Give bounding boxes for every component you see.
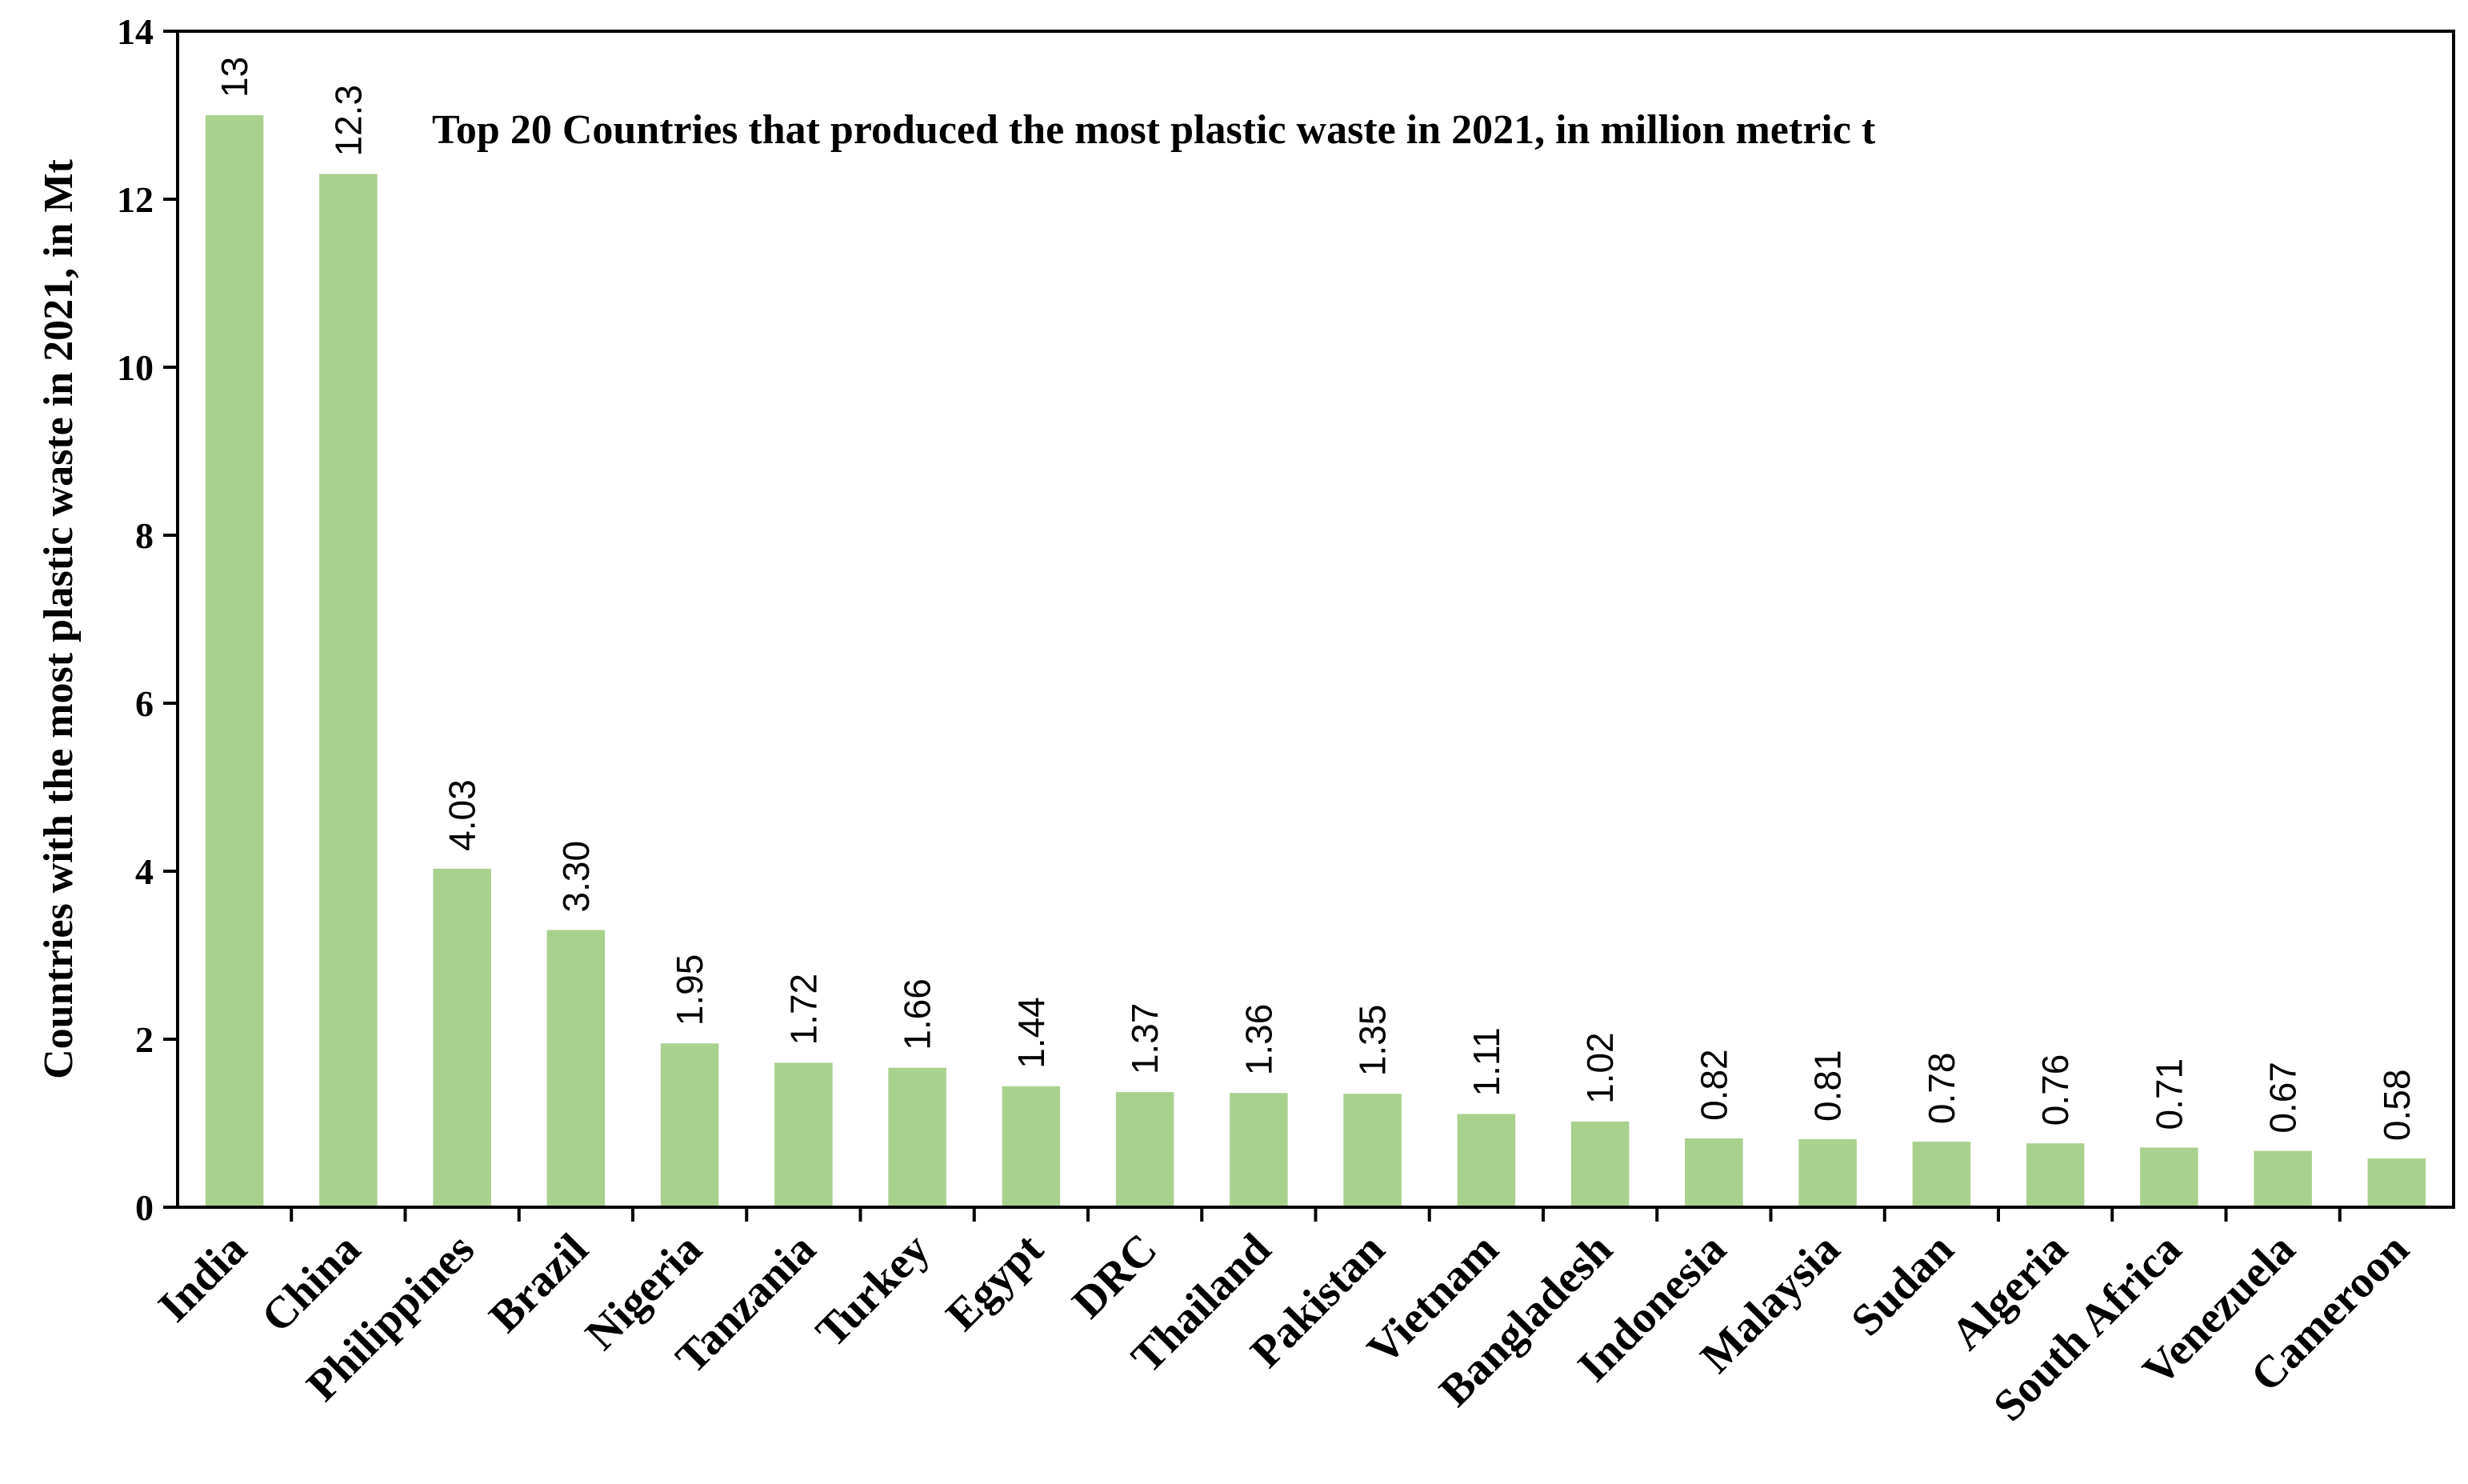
y-axis: 0 2 4 6 8 10 12 14 — [117, 11, 178, 1228]
data-label: 0.82 — [1693, 1049, 1734, 1121]
bar-india — [205, 115, 264, 1207]
bar-sudan — [1912, 1142, 1971, 1207]
data-label: 1.95 — [669, 954, 710, 1026]
data-label: 1.35 — [1352, 1005, 1394, 1077]
x-tick-label: Turkey — [806, 1224, 939, 1357]
bar-indonesia — [1685, 1138, 1743, 1207]
bar-egypt — [1002, 1086, 1061, 1207]
data-label: 0.78 — [1921, 1053, 1962, 1125]
bar-china — [319, 174, 378, 1207]
bar-bangladesh — [1570, 1121, 1630, 1207]
bar-drc — [1115, 1092, 1174, 1207]
data-labels-group: 13 12.3 4.03 3.30 1.95 1.72 1.66 1.44 1.37 1.36 1.… — [214, 57, 2418, 1141]
data-label: 0.71 — [2148, 1058, 2190, 1130]
data-label: 12.3 — [327, 85, 369, 157]
bar-turkey — [888, 1067, 946, 1207]
data-label: 0.76 — [2034, 1054, 2076, 1126]
data-label: 1.11 — [1466, 1027, 1507, 1096]
y-tick-label: 10 — [117, 347, 154, 388]
bar-malaysia — [1798, 1138, 1857, 1207]
data-label: 1.66 — [897, 978, 938, 1050]
bar-thailand — [1230, 1093, 1288, 1207]
data-label: 13 — [214, 57, 255, 98]
x-tick-label: India — [149, 1224, 256, 1331]
y-tick-label: 0 — [135, 1187, 154, 1228]
data-label: 1.44 — [1010, 997, 1052, 1069]
x-axis: IndiaChinaPhilippinesBrazilNigeriaTanzan… — [149, 1207, 2418, 1431]
x-tick-label: Egypt — [937, 1224, 1053, 1340]
bar-brazil — [546, 930, 606, 1207]
data-label: 1.72 — [782, 974, 824, 1046]
data-label: 0.58 — [2376, 1070, 2418, 1142]
data-label: 0.81 — [1807, 1050, 1849, 1122]
bar-vietnam — [1457, 1114, 1516, 1207]
y-tick-label: 14 — [117, 11, 154, 52]
y-tick-label: 12 — [117, 179, 154, 220]
bar-south-africa — [2140, 1147, 2198, 1207]
chart-title: Top 20 Countries that produced the most … — [432, 107, 1876, 153]
y-tick-label: 6 — [135, 683, 154, 724]
y-tick-label: 2 — [135, 1019, 154, 1060]
bar-algeria — [2026, 1143, 2085, 1207]
bar-philippines — [433, 868, 491, 1207]
data-label: 0.67 — [2262, 1062, 2304, 1134]
data-label: 4.03 — [442, 779, 483, 851]
data-label: 3.30 — [555, 841, 597, 913]
y-axis-title: Countries with the most plastic waste in… — [36, 158, 82, 1078]
y-tick-label: 8 — [135, 515, 154, 556]
y-tick-label: 4 — [135, 851, 154, 892]
bar-venezuela — [2254, 1150, 2312, 1207]
data-label: 1.02 — [1579, 1032, 1621, 1104]
bars-group — [205, 115, 2426, 1207]
bar-tanzania — [774, 1062, 833, 1207]
bar-pakistan — [1343, 1094, 1402, 1207]
x-tick-label: DRC — [1063, 1224, 1167, 1328]
data-label: 1.37 — [1124, 1003, 1166, 1075]
plot-area-frame — [176, 30, 2455, 1209]
bar-cameroon — [2367, 1158, 2426, 1207]
bar-nigeria — [660, 1043, 719, 1207]
data-label: 1.36 — [1238, 1004, 1279, 1076]
